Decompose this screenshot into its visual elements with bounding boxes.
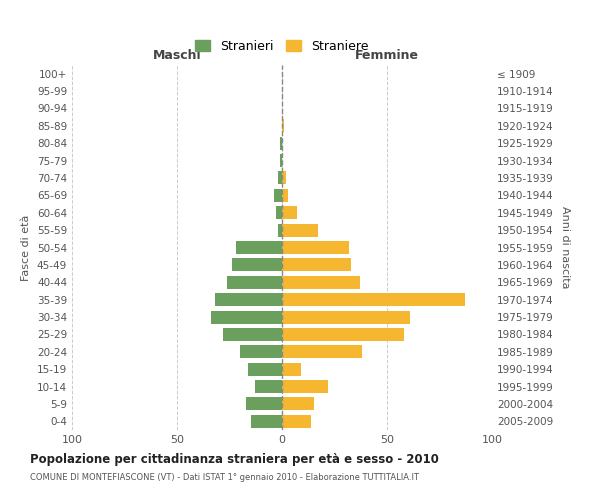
- Text: Femmine: Femmine: [355, 48, 419, 62]
- Bar: [282, 172, 286, 184]
- Text: Popolazione per cittadinanza straniera per età e sesso - 2010: Popolazione per cittadinanza straniera p…: [30, 452, 439, 466]
- Bar: [247, 398, 282, 410]
- Bar: [282, 189, 289, 202]
- Bar: [282, 398, 314, 410]
- Text: Maschi: Maschi: [152, 48, 202, 62]
- Bar: [280, 154, 282, 167]
- Text: COMUNE DI MONTEFIASCONE (VT) - Dati ISTAT 1° gennaio 2010 - Elaborazione TUTTITA: COMUNE DI MONTEFIASCONE (VT) - Dati ISTA…: [30, 472, 419, 482]
- Bar: [282, 276, 360, 289]
- Y-axis label: Anni di nascita: Anni di nascita: [560, 206, 570, 289]
- Bar: [282, 328, 404, 341]
- Bar: [227, 276, 282, 289]
- Bar: [223, 328, 282, 341]
- Bar: [232, 258, 282, 272]
- Bar: [254, 380, 282, 393]
- Bar: [282, 224, 318, 236]
- Bar: [282, 120, 284, 132]
- Bar: [282, 310, 410, 324]
- Bar: [282, 346, 362, 358]
- Bar: [211, 310, 282, 324]
- Legend: Stranieri, Straniere: Stranieri, Straniere: [190, 34, 374, 58]
- Bar: [274, 189, 282, 202]
- Bar: [282, 258, 351, 272]
- Bar: [248, 362, 282, 376]
- Bar: [282, 415, 311, 428]
- Bar: [282, 380, 328, 393]
- Bar: [280, 136, 282, 149]
- Bar: [240, 346, 282, 358]
- Bar: [282, 241, 349, 254]
- Bar: [282, 293, 464, 306]
- Bar: [215, 293, 282, 306]
- Bar: [236, 241, 282, 254]
- Bar: [278, 224, 282, 236]
- Bar: [278, 172, 282, 184]
- Y-axis label: Fasce di età: Fasce di età: [22, 214, 31, 280]
- Bar: [282, 206, 296, 220]
- Bar: [282, 362, 301, 376]
- Bar: [276, 206, 282, 220]
- Bar: [251, 415, 282, 428]
